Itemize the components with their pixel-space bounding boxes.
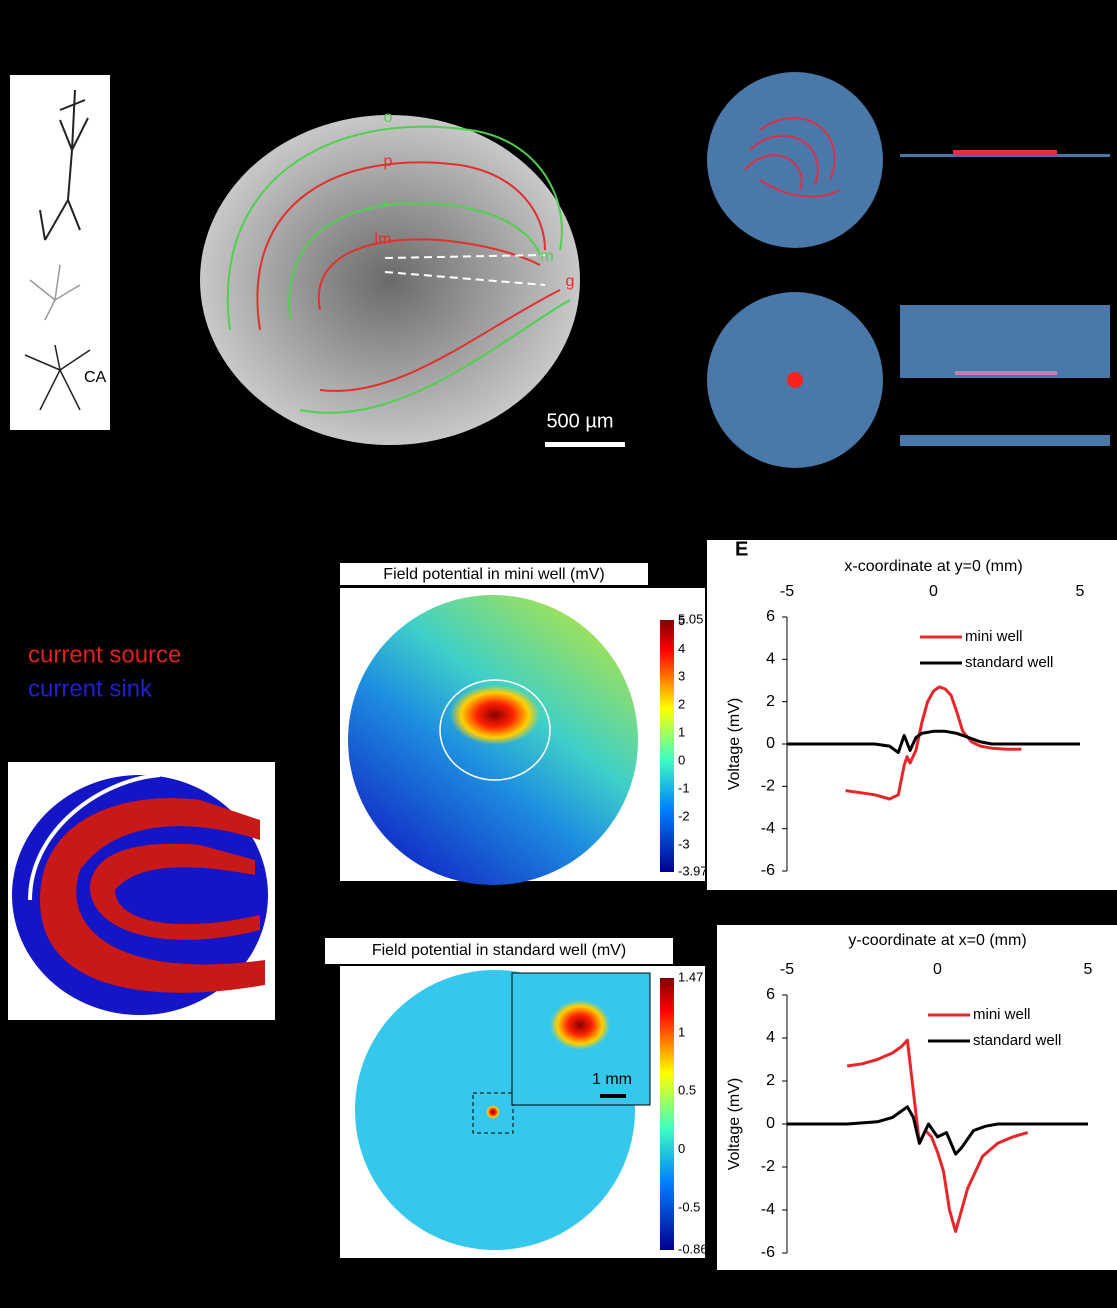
- layer-label: lm: [375, 231, 392, 248]
- neuron-panel: CA: [10, 75, 110, 430]
- colorbar-tick-label: -1: [678, 780, 690, 795]
- heatmap-title: Field potential in mini well (mV): [383, 566, 604, 583]
- y-tick-label: 2: [766, 693, 775, 710]
- well-side: [900, 435, 1110, 446]
- slice-image: o p r lm m g 500 µm: [200, 109, 625, 447]
- chart-background: [717, 925, 1117, 1270]
- colorbar-tick-label: -3: [678, 836, 690, 851]
- y-tick-label: 0: [766, 735, 775, 752]
- panel-label: E: [735, 538, 748, 560]
- source-label: current source: [28, 641, 181, 668]
- colorbar-tick-label: 5: [678, 613, 685, 628]
- colorbar-tick-label: 4: [678, 641, 685, 656]
- field-peak: [486, 1105, 500, 1119]
- figure: CA o p r lm m g 500 µm current source cu…: [0, 0, 1117, 1308]
- x-tick-label: -5: [780, 961, 794, 978]
- y-tick-label: -4: [761, 820, 775, 837]
- y-tick-label: -6: [761, 862, 775, 879]
- y-tick-label: 6: [766, 986, 775, 1003]
- legend-label: standard well: [965, 654, 1053, 671]
- layer-label: g: [566, 273, 575, 290]
- colorbar-tick-label: -3.97: [678, 863, 708, 878]
- field-peak: [450, 685, 540, 745]
- source-sink-map: [8, 762, 275, 1020]
- y-axis-label: Voltage (mV): [726, 698, 743, 790]
- y-tick-label: 2: [766, 1072, 775, 1089]
- y-tick-label: -6: [761, 1244, 775, 1261]
- mini-well: [707, 72, 883, 248]
- colorbar-tick-label: 0: [678, 1141, 685, 1156]
- colorbar: [660, 978, 674, 1250]
- legend-label: mini well: [973, 1006, 1031, 1023]
- scale-bar: [545, 442, 625, 447]
- colorbar-tick-label: 1: [678, 1024, 685, 1039]
- field-peak: [550, 1000, 610, 1050]
- y-tick-label: 4: [766, 651, 775, 668]
- x-tick-label: 0: [929, 583, 938, 600]
- legend-label: mini well: [965, 628, 1023, 645]
- y-tick-label: -4: [761, 1201, 775, 1218]
- y-tick-label: -2: [761, 778, 775, 795]
- inset-scale-bar: [600, 1094, 626, 1098]
- inset-scale-label: 1 mm: [592, 1071, 632, 1088]
- chart-title: x-coordinate at y=0 (mm): [844, 558, 1022, 575]
- slice-dot: [787, 372, 803, 388]
- heatmap-standard: Field potential in standard well (mV) 1 …: [325, 938, 705, 1258]
- y-tick-label: 6: [766, 608, 775, 625]
- x-tick-label: -5: [780, 583, 794, 600]
- slice-side: [953, 150, 1057, 156]
- heatmap-title: Field potential in standard well (mV): [372, 942, 626, 959]
- sink-label: current sink: [28, 675, 153, 702]
- x-tick-label: 5: [1084, 961, 1093, 978]
- layer-label: p: [384, 153, 393, 170]
- y-axis-label: Voltage (mV): [726, 1078, 743, 1170]
- chart-title: y-coordinate at x=0 (mm): [848, 932, 1026, 949]
- colorbar-tick-label: 2: [678, 697, 685, 712]
- layer-label: m: [540, 248, 553, 265]
- heatmap-mini: Field potential in mini well (mV): [340, 563, 705, 885]
- colorbar-tick-label: 1: [678, 725, 685, 740]
- layer-label: o: [384, 109, 393, 126]
- well-diagrams: [707, 72, 1110, 468]
- y-tick-label: 4: [766, 1029, 775, 1046]
- colorbar-tick-label: 3: [678, 669, 685, 684]
- legend-label: standard well: [973, 1032, 1061, 1049]
- y-tick-label: -2: [761, 1158, 775, 1175]
- colorbar-tick-label: 0.5: [678, 1083, 696, 1098]
- chart-background: [707, 540, 1117, 890]
- x-tick-label: 0: [933, 961, 942, 978]
- y-tick-label: 0: [766, 1115, 775, 1132]
- well-side: [900, 305, 1110, 378]
- slice-side: [955, 371, 1057, 375]
- charts: x-coordinate at y=0 (mm) -5 0 5 -6 -4 -2 0 2 4 6 Vo…: [707, 540, 1117, 1270]
- colorbar-tick-label: -0.86: [678, 1241, 708, 1256]
- scale-bar-label: 500 µm: [546, 410, 613, 432]
- neuron-label: CA: [84, 369, 107, 386]
- colorbar-tick-label: 0: [678, 753, 685, 768]
- colorbar-tick-label: 1.47: [678, 969, 703, 984]
- colorbar: [660, 620, 674, 872]
- layer-label: r: [382, 196, 388, 213]
- x-tick-label: 5: [1076, 583, 1085, 600]
- colorbar-tick-label: -2: [678, 808, 690, 823]
- colorbar-tick-label: -0.5: [678, 1199, 700, 1214]
